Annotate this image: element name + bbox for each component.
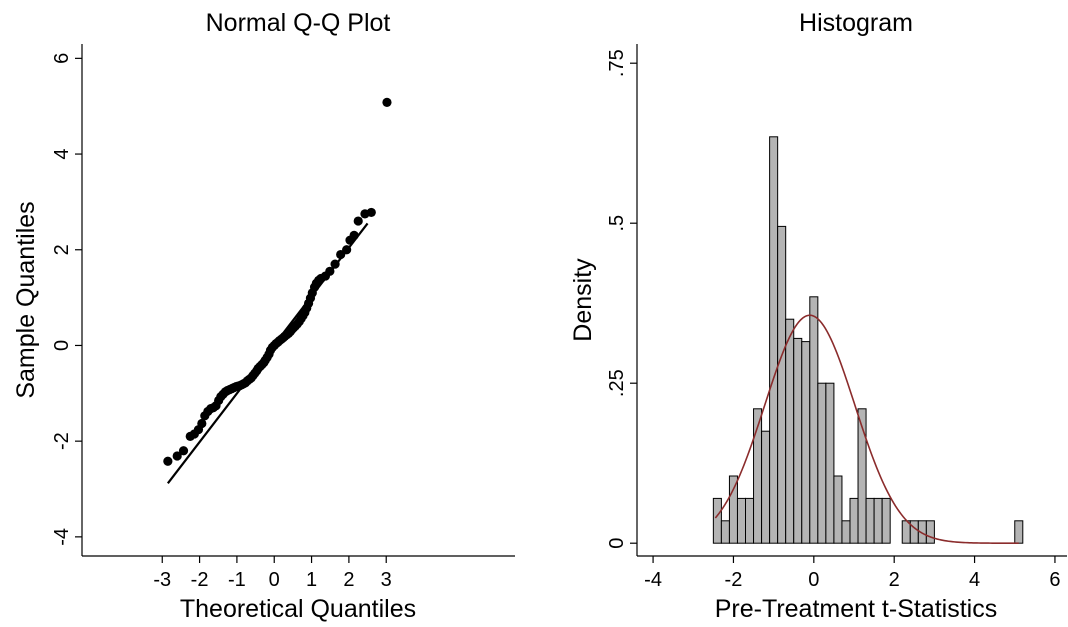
qq-y-tick-label: 0 xyxy=(51,340,73,351)
hist-y-axis-label: Density xyxy=(569,258,597,342)
qq-plot-title: Normal Q-Q Plot xyxy=(206,9,391,37)
histogram-bar xyxy=(857,408,867,544)
histogram-bar xyxy=(720,520,730,544)
qq-y-tick-label: 4 xyxy=(51,148,73,159)
histogram-bar xyxy=(841,520,851,544)
qq-x-axis-label: Theoretical Quantiles xyxy=(180,595,416,623)
histogram-bar xyxy=(712,497,722,544)
hist-x-ticks: -4 -2 0 2 4 6 xyxy=(644,556,1061,591)
histogram-bar xyxy=(769,136,779,544)
qq-x-tick-label: 2 xyxy=(343,569,354,591)
qq-x-tick-label: 3 xyxy=(381,569,392,591)
qq-point xyxy=(172,451,182,461)
histogram-bar xyxy=(1014,520,1024,544)
hist-x-tick-label: -4 xyxy=(644,569,662,591)
qq-points xyxy=(163,97,392,466)
qq-y-axis-label: Sample Quantiles xyxy=(12,201,40,398)
qq-y-tick-label: 6 xyxy=(51,53,73,64)
hist-y-tick-label: .25 xyxy=(606,369,628,397)
histogram-bar xyxy=(881,497,891,544)
qq-point xyxy=(178,446,189,456)
qq-y-tick-label: 2 xyxy=(51,244,73,255)
histogram-bar xyxy=(873,497,883,544)
qq-y-ticks: -4 -2 0 2 4 6 xyxy=(51,53,82,546)
qq-plot-panel: Normal Q-Q Plot -4 -2 0 2 4 6 -3 -2 -1 0 1 2 3 Samp… xyxy=(12,9,515,623)
qq-point xyxy=(197,418,207,429)
histogram-bars xyxy=(712,136,1024,544)
histogram-bar xyxy=(809,296,819,544)
qq-point xyxy=(325,266,335,276)
histogram-bar xyxy=(865,497,875,544)
hist-x-tick-label: 4 xyxy=(969,569,980,591)
histogram-bar xyxy=(728,475,738,544)
qq-x-ticks: -3 -2 -1 0 1 2 3 xyxy=(153,556,392,591)
histogram-bar xyxy=(817,382,827,544)
hist-y-tick-label: .5 xyxy=(606,215,628,232)
histogram-bar xyxy=(801,341,811,544)
qq-y-tick-label: -2 xyxy=(51,432,73,450)
qq-point xyxy=(349,230,359,241)
qq-y-tick-label: -4 xyxy=(51,528,73,546)
histogram-bar xyxy=(825,382,835,544)
histogram-bar xyxy=(793,337,803,544)
hist-y-tick-label: 0 xyxy=(606,538,628,549)
histogram-bar xyxy=(777,225,787,544)
hist-x-tick-label: 2 xyxy=(889,569,900,591)
hist-x-tick-label: 0 xyxy=(808,569,819,591)
qq-point xyxy=(382,97,392,107)
hist-x-tick-label: 6 xyxy=(1049,569,1060,591)
normal-density-curve xyxy=(714,314,1019,544)
histogram-bar xyxy=(909,520,919,544)
hist-x-axis-label: Pre-Treatment t-Statistics xyxy=(715,595,997,623)
qq-point xyxy=(353,216,363,226)
hist-y-ticks: 0 .25 .5 .75 xyxy=(606,49,637,549)
qq-x-tick-label: 0 xyxy=(269,569,280,591)
histogram-bar xyxy=(785,318,795,544)
histogram-bar xyxy=(849,497,859,544)
hist-x-tick-label: -2 xyxy=(725,569,743,591)
hist-y-tick-label: .75 xyxy=(606,49,628,77)
qq-x-tick-label: -2 xyxy=(191,569,209,591)
histogram-title: Histogram xyxy=(799,9,913,37)
histogram-panel: Histogram 0 .25 .5 .75 -4 -2 0 2 4 6 Density Pre… xyxy=(569,9,1067,623)
histogram-bar xyxy=(761,430,771,544)
histogram-bar xyxy=(925,520,935,544)
qq-x-tick-label: -3 xyxy=(153,569,171,591)
qq-x-tick-label: 1 xyxy=(306,569,317,591)
qq-point xyxy=(163,456,173,466)
histogram-bar xyxy=(833,475,843,544)
histogram-bar xyxy=(736,497,747,544)
qq-x-tick-label: -1 xyxy=(228,569,246,591)
qq-point xyxy=(342,245,352,255)
qq-point xyxy=(330,259,340,269)
qq-point xyxy=(366,207,376,218)
histogram-bar xyxy=(745,497,755,544)
